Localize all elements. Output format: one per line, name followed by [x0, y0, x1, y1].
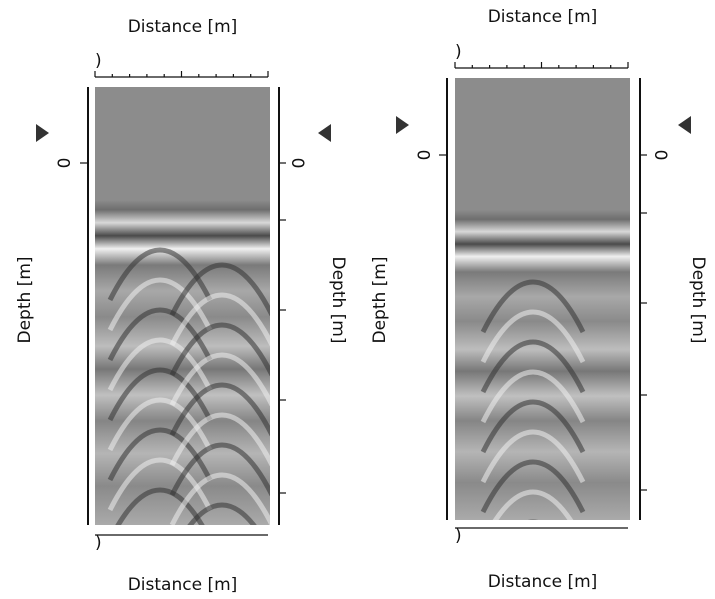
- hyperbola: [169, 322, 270, 377]
- surface-marker: [396, 116, 409, 134]
- hyperbola: [480, 429, 586, 484]
- hyperbola: [169, 412, 270, 467]
- top-axis-title: Distance [m]: [128, 17, 238, 37]
- top-axis-title: Distance [m]: [488, 7, 598, 27]
- hyperbola: [169, 472, 270, 525]
- hyperbola: [480, 459, 586, 514]
- bottom-tick-label: ): [455, 526, 462, 546]
- hyperbola: [169, 352, 270, 407]
- left-axis-title: Depth [m]: [15, 256, 35, 343]
- bottom-axis-title: Distance [m]: [128, 575, 238, 595]
- right-zero-label: 0: [287, 158, 307, 169]
- hyperbola: [492, 489, 574, 520]
- radargram-ground: [455, 210, 630, 520]
- surface-marker: [36, 124, 49, 142]
- bottom-axis-title: Distance [m]: [488, 572, 598, 592]
- radargram-air: [455, 78, 630, 210]
- hyperbola: [187, 502, 257, 525]
- left-axis-title: Depth [m]: [370, 256, 390, 343]
- radargram-air: [95, 87, 270, 200]
- left-zero-label: 0: [55, 158, 75, 169]
- top-tick-label: ): [455, 42, 462, 62]
- hyperbola: [480, 309, 586, 364]
- hyperbola: [169, 292, 270, 347]
- hyperbola: [480, 399, 586, 454]
- hyperbola: [480, 369, 586, 424]
- hyperbola: [169, 382, 270, 437]
- radargram-panel: )) Distance [m] Distance [m] Depth [m] Depth…: [15, 17, 348, 595]
- hyperbola: [480, 339, 586, 394]
- bottom-tick-label: ): [95, 533, 102, 553]
- right-zero-label: 0: [650, 150, 670, 161]
- top-tick-label: ): [95, 51, 102, 71]
- hyperbola: [169, 262, 270, 317]
- surface-marker: [678, 116, 691, 134]
- hyperbola: [169, 442, 270, 497]
- right-axis-title: Depth [m]: [328, 256, 348, 343]
- surface-marker: [318, 124, 331, 142]
- hyperbola: [529, 519, 537, 520]
- hyperbola: [480, 279, 586, 334]
- left-zero-label: 0: [415, 150, 435, 161]
- right-axis-title: Depth [m]: [688, 256, 708, 343]
- radargram-panel: )) Distance [m] Distance [m] Depth [m] Depth…: [370, 7, 708, 592]
